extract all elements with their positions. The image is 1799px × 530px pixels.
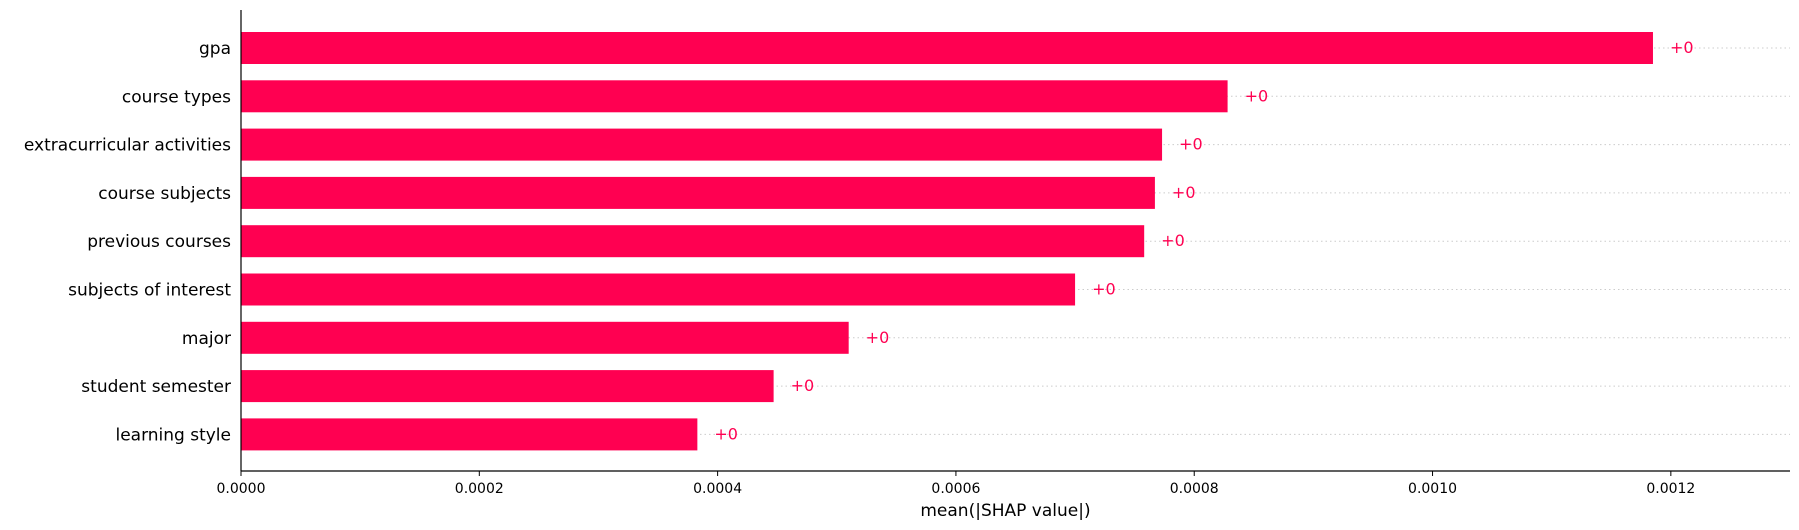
- data-label: +0: [866, 328, 890, 347]
- category-label: learning style: [115, 425, 231, 445]
- bar: [241, 321, 849, 354]
- bar: [241, 273, 1076, 306]
- category-label: course types: [122, 87, 231, 107]
- data-labels: +0 +0 +0 +0 +0 +0 +0 +0 +0: [714, 38, 1693, 443]
- data-label: +0: [1179, 135, 1203, 154]
- data-label: +0: [1092, 280, 1116, 299]
- bar: [241, 176, 1155, 209]
- bar: [241, 80, 1228, 113]
- x-tick-label: 0.0006: [931, 481, 980, 497]
- category-label: extracurricular activities: [24, 136, 231, 156]
- x-tick-label: 0.0002: [455, 481, 504, 497]
- category-label: student semester: [81, 377, 231, 397]
- category-label: gpa: [199, 39, 231, 59]
- data-label: +0: [791, 376, 815, 395]
- bar: [241, 418, 698, 451]
- bar: [241, 32, 1653, 64]
- x-tick-label: 0.0008: [1170, 481, 1219, 497]
- data-label: +0: [1161, 231, 1185, 250]
- category-label: course subjects: [98, 184, 231, 204]
- category-label: major: [182, 329, 231, 349]
- bar: [241, 225, 1145, 258]
- data-label: +0: [1670, 38, 1694, 57]
- x-tick-label: 0.0004: [693, 481, 742, 497]
- x-tick-label: 0.0010: [1408, 481, 1457, 497]
- data-label: +0: [714, 424, 738, 443]
- category-label: previous courses: [87, 232, 231, 252]
- x-axis: 0.0000 0.0002 0.0004 0.0006 0.0008 0.0010 0.00…: [217, 10, 1790, 497]
- x-tick-label: 0.0012: [1646, 481, 1695, 497]
- data-label: +0: [1245, 86, 1269, 105]
- x-tick-label: 0.0000: [217, 481, 266, 497]
- x-axis-title: mean(|SHAP value|): [920, 501, 1090, 521]
- category-labels: gpa course types extracurricular activitie…: [24, 39, 231, 445]
- bar: [241, 370, 774, 403]
- bars: [241, 32, 1653, 451]
- bar: [241, 128, 1163, 161]
- data-label: +0: [1172, 183, 1196, 202]
- category-label: subjects of interest: [68, 281, 231, 301]
